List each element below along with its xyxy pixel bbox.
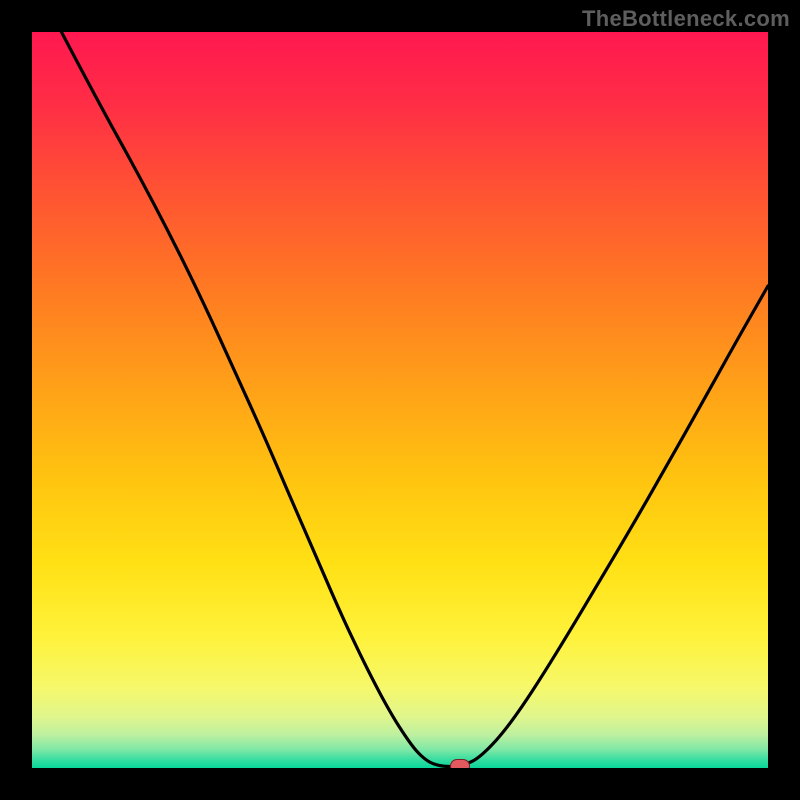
optimal-point-marker xyxy=(450,759,470,768)
bottleneck-curve xyxy=(32,32,768,768)
watermark-text: TheBottleneck.com xyxy=(582,6,790,32)
bottleneck-chart xyxy=(32,32,768,768)
